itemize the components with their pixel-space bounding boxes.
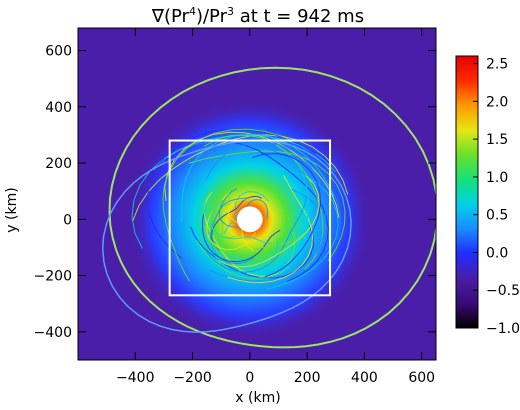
x-tick-label: 400 [351,370,378,386]
colorbar-tick-label: 0.0 [486,245,508,261]
filament [203,202,278,273]
filament [218,175,320,268]
y-tick-label: −200 [34,269,72,285]
y-tick-label: 0 [63,212,72,228]
filament [204,224,313,254]
filament [164,131,340,218]
filament [181,133,335,222]
colorbar-tick-label: −1.0 [486,321,520,337]
filament [227,199,255,252]
filament [146,129,317,259]
y-axis-ticks: −400 −200 0 200 400 600 [34,44,436,341]
plot-frame [77,27,437,361]
colorbar-ticks: 2.5 2.0 1.5 1.0 0.5 0.0 −0.5 −1.0 [473,57,520,337]
colorbar-tick-label: 1.5 [486,132,508,148]
filament [131,134,336,249]
filament [205,141,327,254]
filament [253,164,339,290]
central-hole [236,206,263,233]
y-tick-label: −400 [34,325,72,341]
x-tick-label: 600 [408,370,435,386]
zoom-box [168,139,332,297]
filament [153,140,341,241]
x-tick-label: −400 [116,370,154,386]
x-tick-label: 0 [245,370,254,386]
y-axis-label: y (km) [4,187,20,232]
filament [252,153,322,278]
chart-title: ∇(Pr4)/Pr3 at t = 942 ms [151,5,364,27]
filament [132,134,349,222]
y-tick-label: 200 [45,156,72,172]
filament [227,175,314,284]
filament [196,213,296,279]
x-axis-ticks: −400 −200 0 200 400 600 [116,28,435,386]
colorbar-tick-label: 2.0 [486,94,508,110]
shock-front-outline [108,66,436,349]
inner-shock-outline [101,139,352,333]
x-axis-label: x (km) [235,390,280,406]
colorbar-tick-label: 0.5 [486,208,508,224]
colorbar-tick-label: 2.5 [486,57,508,73]
x-tick-label: 200 [294,370,321,386]
y-tick-label: 600 [45,44,72,60]
colorbar-tick-label: −0.5 [486,283,520,299]
heatmap-panel: −400 −200 0 200 400 600 −400 −200 0 200 400 600 [34,27,437,386]
filament [210,199,271,245]
filament [188,150,346,262]
y-tick-label: 400 [45,100,72,116]
colorbar-gradient [455,55,479,329]
filament [190,225,314,279]
filament [246,145,309,281]
filament [201,214,281,263]
filament [229,140,329,282]
x-tick-label: −200 [173,370,211,386]
colorbar-tick-label: 1.0 [486,170,508,186]
filament [211,195,263,251]
filament [205,195,308,273]
filament [209,188,328,282]
colorbar: 2.5 2.0 1.5 1.0 0.5 0.0 −0.5 −1.0 [455,55,520,337]
filament-lines [131,128,349,290]
